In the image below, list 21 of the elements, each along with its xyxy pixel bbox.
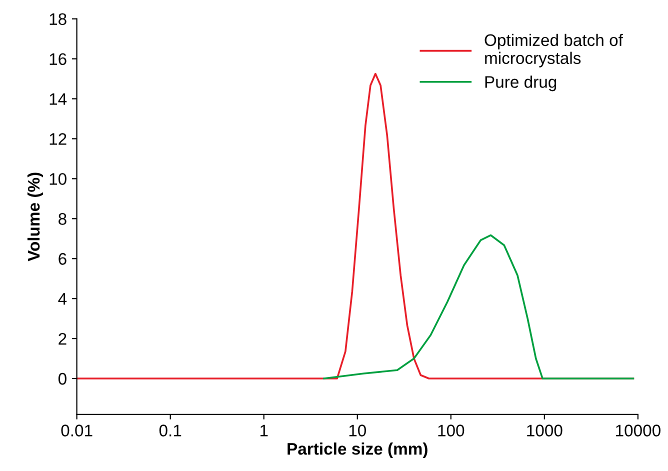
x-tick-label: 0.1 — [159, 424, 182, 436]
y-tick-label: 4 — [58, 293, 67, 305]
y-tick-label: 10 — [50, 173, 66, 185]
y-tick-label: 6 — [58, 253, 66, 265]
y-tick-label: 12 — [50, 133, 66, 145]
legend-label: Pure drug — [485, 76, 556, 92]
y-axis-title: Volume (%) — [27, 172, 44, 262]
legend-label: Optimized batch of microcrystals — [484, 34, 623, 68]
x-tick-label: 1000 — [527, 424, 562, 436]
x-tick-label: 0.01 — [61, 424, 92, 436]
y-tick-label: 8 — [58, 213, 66, 225]
y-tick-label: 0 — [58, 372, 66, 385]
x-tick-label: 10000 — [616, 424, 660, 436]
y-tick-label: 16 — [50, 53, 66, 66]
x-tick-label: 1 — [260, 424, 268, 436]
x-tick-label: 10 — [349, 424, 366, 436]
x-tick-label: 100 — [438, 424, 464, 436]
y-tick-label: 2 — [58, 332, 66, 345]
y-tick-label: 18 — [50, 13, 66, 26]
x-axis-title: Particle size (mm) — [288, 442, 428, 458]
y-tick-label: 14 — [50, 93, 67, 105]
